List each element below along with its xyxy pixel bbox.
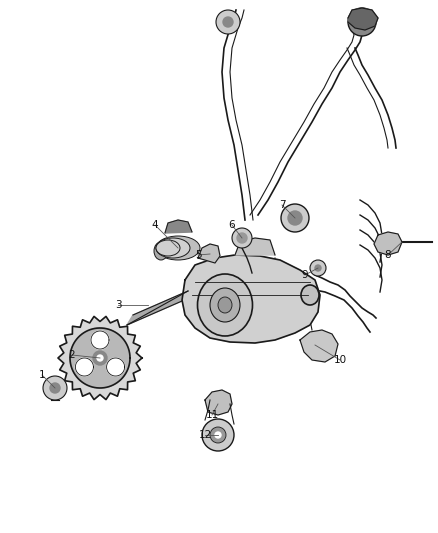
Circle shape [237, 233, 247, 243]
Circle shape [210, 427, 226, 443]
Polygon shape [235, 238, 275, 255]
Text: 9: 9 [302, 270, 308, 280]
Text: 7: 7 [279, 200, 285, 210]
Text: 4: 4 [152, 220, 158, 230]
Circle shape [310, 260, 326, 276]
Polygon shape [70, 328, 130, 388]
Polygon shape [127, 291, 188, 325]
Polygon shape [198, 244, 220, 263]
Polygon shape [91, 331, 109, 349]
Polygon shape [165, 220, 192, 233]
Circle shape [223, 17, 233, 27]
Polygon shape [374, 232, 402, 255]
Ellipse shape [218, 297, 232, 313]
Circle shape [202, 419, 234, 451]
Text: 5: 5 [194, 250, 201, 260]
Ellipse shape [154, 242, 168, 260]
Circle shape [232, 228, 252, 248]
Text: 2: 2 [69, 350, 75, 360]
Polygon shape [300, 330, 338, 362]
Ellipse shape [198, 274, 252, 336]
Ellipse shape [210, 288, 240, 322]
Polygon shape [182, 255, 320, 343]
Text: 12: 12 [198, 430, 212, 440]
Text: 1: 1 [39, 370, 45, 380]
Text: 10: 10 [333, 355, 346, 365]
Polygon shape [205, 390, 232, 415]
Text: 11: 11 [205, 410, 219, 420]
Polygon shape [75, 358, 93, 376]
Circle shape [50, 383, 60, 393]
Circle shape [43, 376, 67, 400]
Circle shape [281, 204, 309, 232]
Polygon shape [58, 317, 142, 400]
Ellipse shape [156, 238, 190, 258]
Text: 8: 8 [385, 250, 391, 260]
Text: 6: 6 [229, 220, 235, 230]
Ellipse shape [156, 236, 200, 260]
Polygon shape [348, 8, 378, 30]
Circle shape [288, 211, 302, 225]
Text: 3: 3 [115, 300, 121, 310]
Polygon shape [106, 358, 124, 376]
Circle shape [315, 265, 321, 271]
Circle shape [93, 351, 107, 365]
Circle shape [216, 10, 240, 34]
Circle shape [215, 432, 221, 438]
Circle shape [97, 355, 103, 361]
Ellipse shape [301, 285, 319, 305]
Circle shape [348, 8, 376, 36]
Ellipse shape [156, 240, 180, 256]
